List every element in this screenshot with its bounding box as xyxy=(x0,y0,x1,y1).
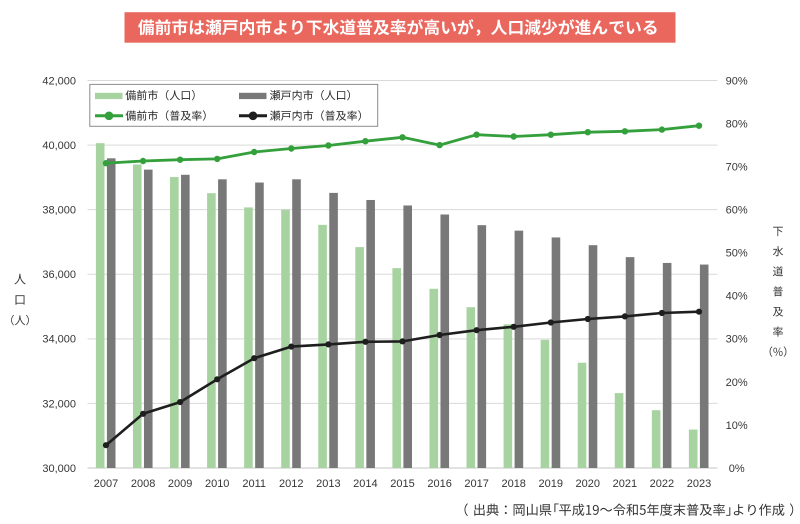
svg-text:90%: 90% xyxy=(726,75,748,87)
svg-text:2023: 2023 xyxy=(687,478,711,490)
svg-text:30%: 30% xyxy=(726,334,748,346)
svg-text:40%: 40% xyxy=(726,291,748,303)
svg-text:2014: 2014 xyxy=(353,478,377,490)
svg-text:2019: 2019 xyxy=(539,478,563,490)
svg-text:50%: 50% xyxy=(726,248,748,260)
svg-text:42,000: 42,000 xyxy=(42,75,76,87)
svg-text:2016: 2016 xyxy=(427,478,451,490)
svg-text:2010: 2010 xyxy=(205,478,229,490)
svg-text:30,000: 30,000 xyxy=(42,463,76,475)
svg-text:2017: 2017 xyxy=(464,478,488,490)
svg-text:10%: 10% xyxy=(726,420,748,432)
svg-text:80%: 80% xyxy=(726,119,748,131)
svg-text:2012: 2012 xyxy=(279,478,303,490)
svg-text:32,000: 32,000 xyxy=(42,398,76,410)
svg-text:2009: 2009 xyxy=(168,478,192,490)
svg-text:60%: 60% xyxy=(726,205,748,217)
svg-text:2021: 2021 xyxy=(613,478,637,490)
svg-text:36,000: 36,000 xyxy=(42,269,76,281)
svg-text:2018: 2018 xyxy=(501,478,525,490)
svg-text:34,000: 34,000 xyxy=(42,334,76,346)
svg-text:0%: 0% xyxy=(729,463,745,475)
svg-text:2020: 2020 xyxy=(576,478,600,490)
svg-text:2022: 2022 xyxy=(650,478,674,490)
svg-text:40,000: 40,000 xyxy=(42,140,76,152)
svg-text:70%: 70% xyxy=(726,162,748,174)
svg-text:2013: 2013 xyxy=(316,478,340,490)
svg-text:20%: 20% xyxy=(726,377,748,389)
svg-text:2011: 2011 xyxy=(242,478,266,490)
svg-text:38,000: 38,000 xyxy=(42,205,76,217)
svg-text:2008: 2008 xyxy=(131,478,155,490)
svg-text:2007: 2007 xyxy=(94,478,118,490)
svg-text:2015: 2015 xyxy=(390,478,414,490)
